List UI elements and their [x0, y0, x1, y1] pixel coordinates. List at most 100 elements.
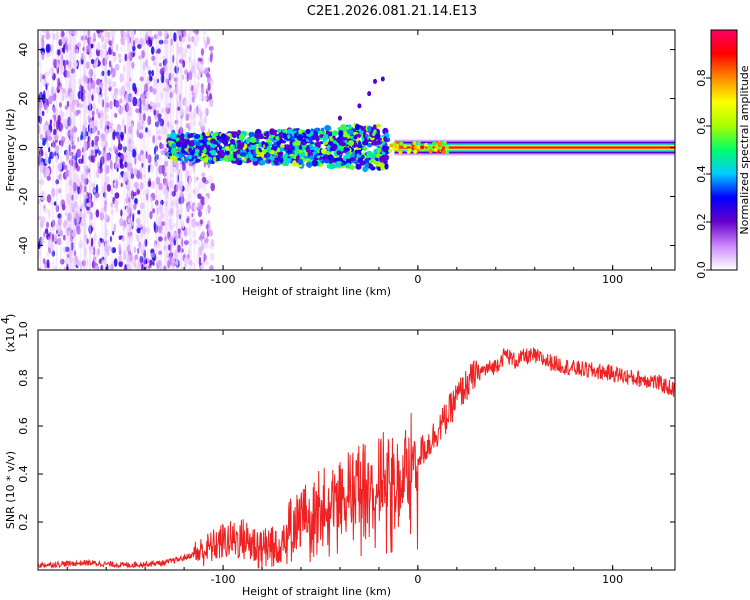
colorbar-segment: [711, 218, 737, 221]
noise-blob: [56, 187, 59, 198]
signal-blob: [212, 140, 219, 145]
noise-blob: [43, 102, 48, 111]
noise-blob: [161, 107, 165, 114]
noise-blob: [55, 31, 60, 41]
noise-blob: [112, 230, 115, 236]
noise-blob: [125, 184, 131, 190]
noise-blob: [38, 157, 41, 165]
signal-blob: [433, 147, 438, 152]
noise-blob: [38, 124, 41, 135]
noise-blob: [131, 30, 135, 37]
colorbar-segment: [711, 196, 737, 199]
noise-blob: [84, 247, 88, 258]
noise-blob: [127, 30, 130, 33]
noise-blob: [105, 102, 110, 109]
noise-blob: [38, 106, 42, 116]
noise-blob: [200, 231, 205, 237]
noise-blob: [104, 164, 110, 175]
noise-blob: [65, 169, 69, 177]
noise-blob: [41, 34, 45, 40]
noise-blob: [72, 181, 77, 192]
noise-blob: [68, 81, 71, 90]
noise-streak: [164, 30, 166, 270]
noise-blob: [44, 262, 47, 270]
noise-blob: [161, 67, 166, 72]
colorbar-segment: [711, 162, 737, 165]
noise-blob: [169, 225, 173, 230]
noise-blob: [119, 163, 125, 169]
noise-blob: [131, 258, 136, 266]
noise-blob: [97, 94, 102, 105]
noise-blob: [177, 228, 181, 235]
colorbar-segment: [711, 156, 737, 159]
noise-blob: [87, 114, 90, 122]
colorbar-segment: [711, 208, 737, 211]
noise-blob: [175, 84, 179, 95]
noise-blob: [174, 65, 179, 74]
noise-blob: [101, 99, 105, 108]
noise-blob: [159, 264, 163, 270]
noise-blob: [136, 189, 141, 195]
noise-blob: [137, 44, 142, 49]
noise-blob: [155, 176, 161, 185]
noise-blob: [204, 233, 208, 239]
colorbar-segment: [711, 232, 737, 235]
signal-blob: [273, 160, 278, 166]
noise-blob: [113, 258, 118, 267]
noise-blob: [51, 187, 56, 198]
noise-blob: [87, 136, 91, 142]
signal-blob: [203, 157, 209, 163]
noise-blob: [120, 46, 123, 52]
noise-blob: [123, 264, 128, 270]
noise-blob: [192, 262, 196, 270]
noise-blob: [131, 45, 136, 51]
noise-blob: [39, 73, 43, 83]
noise-blob: [48, 156, 51, 165]
noise-blob: [208, 176, 213, 183]
colorbar-segment: [711, 80, 737, 83]
noise-blob: [71, 30, 74, 35]
signal-blob: [298, 145, 303, 151]
noise-blob: [187, 192, 191, 200]
colorbar-segment: [711, 264, 737, 267]
colorbar-segment: [711, 178, 737, 181]
noise-blob: [200, 48, 204, 56]
noise-blob: [46, 250, 50, 258]
noise-blob: [127, 207, 132, 215]
noise-streak: [83, 30, 85, 270]
noise-blob: [113, 145, 116, 151]
noise-blob: [98, 150, 101, 156]
signal-blob: [372, 152, 377, 159]
noise-streak: [155, 30, 158, 270]
noise-blob: [38, 267, 42, 270]
noise-blob: [157, 236, 163, 242]
noise-blob: [166, 104, 171, 109]
noise-blob: [155, 199, 159, 206]
signal-blob: [175, 141, 182, 148]
noise-streak: [40, 30, 42, 270]
noise-blob: [66, 150, 69, 161]
y-tick-label: 40: [17, 43, 30, 57]
noise-streak: [140, 30, 142, 270]
colorbar-segment: [711, 202, 737, 205]
noise-blob: [64, 226, 67, 234]
signal-blob: [170, 147, 177, 155]
noise-blob: [124, 153, 128, 161]
y-axis-label: Frequency (Hz): [4, 109, 17, 192]
noise-blob: [57, 162, 63, 171]
noise-blob: [161, 229, 164, 235]
signal-blob: [383, 154, 390, 161]
noise-blob: [196, 64, 200, 71]
signal-blob: [229, 144, 235, 150]
noise-blob: [38, 179, 44, 185]
noise-blob: [57, 114, 61, 124]
colorbar-segment: [711, 52, 737, 55]
noise-blob: [85, 35, 88, 41]
colorbar-segment: [711, 38, 737, 41]
colorbar-segment: [711, 226, 737, 229]
noise-blob: [88, 68, 94, 78]
noise-blob: [48, 146, 51, 153]
signal-blob: [420, 145, 425, 150]
noise-blob: [57, 217, 62, 227]
noise-blob: [68, 256, 73, 264]
